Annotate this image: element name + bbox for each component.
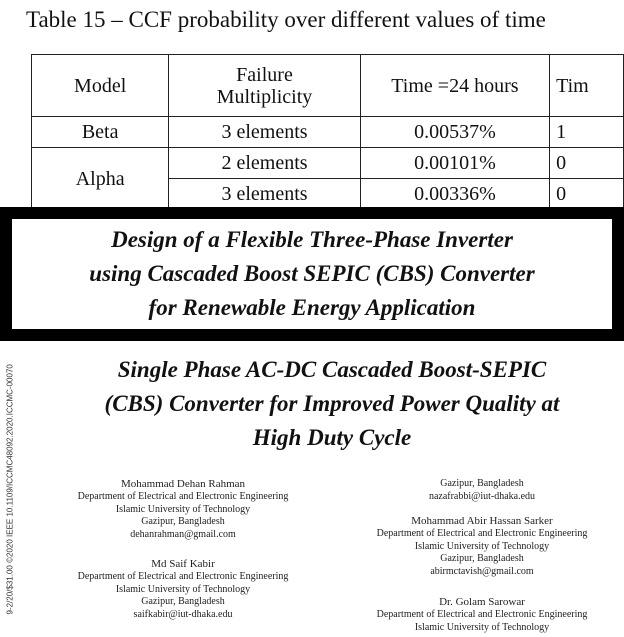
author-block: Md Saif Kabir Department of Electrical a… — [58, 558, 308, 622]
cell-model: Beta — [30, 116, 170, 148]
author-name: Dr. Golam Sarowar — [439, 596, 525, 608]
header-time-24: Time =24 hours — [359, 54, 551, 117]
author-city: Gazipur, Bangladesh — [440, 553, 524, 565]
cell-time-next: 0 — [549, 178, 624, 210]
banner-title: Design of a Flexible Three-Phase Inverte… — [12, 219, 612, 329]
author-name: Mohammad Abir Hassan Sarker — [411, 515, 553, 527]
author-block: Mohammad Abir Hassan Sarker Department o… — [357, 515, 607, 579]
cell-time-next: 0 — [549, 147, 624, 179]
table-row: Beta 3 elements 0.00537% 1 — [30, 116, 624, 148]
paper-title-line: High Duty Cycle — [252, 425, 412, 450]
cell-time-24: 0.00336% — [359, 178, 551, 210]
banner-title-line: using Cascaded Boost SEPIC (CBS) Convert… — [89, 261, 535, 286]
header-time-next: Tim — [549, 54, 624, 117]
author-dept: Department of Electrical and Electronic … — [376, 527, 588, 539]
author-university: Islamic University of Technology — [414, 540, 550, 552]
banner-title-line: Design of a Flexible Three-Phase Inverte… — [111, 227, 513, 252]
author-email: dehanrahman@gmail.com — [130, 529, 236, 541]
table-caption: Table 15 – CCF probability over differen… — [26, 7, 546, 32]
author-dept: Department of Electrical and Electronic … — [376, 608, 588, 620]
header-failure-multiplicity: Failure Multiplicity — [168, 54, 361, 117]
author-name: Mohammad Dehan Rahman — [120, 478, 246, 490]
cell-multiplicity: 2 elements — [168, 147, 361, 179]
overlay-title-banner: Design of a Flexible Three-Phase Inverte… — [0, 207, 624, 341]
table-header-row: Model Failure Multiplicity Time =24 hour… — [30, 54, 624, 117]
cell-time-24: 0.00537% — [359, 116, 551, 148]
author-city: Gazipur, Bangladesh — [141, 516, 225, 528]
author-block: Mohammad Dehan Rahman Department of Elec… — [58, 478, 308, 542]
header-model: Model — [30, 54, 170, 117]
banner-title-line: for Renewable Energy Application — [148, 295, 476, 320]
table-row: 3 elements 0.00336% 0 — [32, 178, 624, 210]
author-email: saifkabir@iut-dhaka.edu — [133, 609, 233, 621]
author-email: abirmctavish@gmail.com — [430, 566, 534, 578]
cell-multiplicity: 3 elements — [168, 116, 361, 148]
author-city: Gazipur, Bangladesh — [440, 478, 524, 489]
author-email: nazafrabbi@iut-dhaka.edu — [428, 490, 536, 502]
table-row: Alpha 2 elements 0.00101% 0 — [30, 147, 624, 210]
author-city: Gazipur, Bangladesh — [141, 596, 225, 608]
cell-time-next: 1 — [549, 116, 624, 148]
author-block-partial: Gazipur, Bangladesh nazafrabbi@iut-dhaka… — [357, 478, 607, 504]
paper-title: Single Phase AC-DC Cascaded Boost-SEPIC … — [40, 353, 624, 455]
author-university: Islamic University of Technology — [414, 621, 550, 633]
cell-time-24: 0.00101% — [359, 147, 551, 179]
ccf-probability-table: Model Failure Multiplicity Time =24 hour… — [30, 54, 624, 210]
author-dept: Department of Electrical and Electronic … — [77, 490, 289, 502]
author-university: Islamic University of Technology — [115, 503, 251, 515]
side-identifier: 9-2/20/$31.00 ©2020 IEEE 10.1109/ICCMC48… — [5, 364, 15, 615]
author-block: Dr. Golam Sarowar Department of Electric… — [357, 596, 607, 634]
cell-model: Alpha — [30, 147, 170, 210]
paper-title-line: (CBS) Converter for Improved Power Quali… — [104, 391, 560, 416]
author-dept: Department of Electrical and Electronic … — [77, 570, 289, 582]
paper-title-line: Single Phase AC-DC Cascaded Boost-SEPIC — [117, 357, 547, 382]
cell-multiplicity: 3 elements — [168, 178, 361, 210]
author-university: Islamic University of Technology — [115, 583, 251, 595]
author-name: Md Saif Kabir — [151, 558, 215, 570]
header-failure-line1: Failure — [236, 63, 293, 86]
header-failure-line2: Multiplicity — [216, 85, 313, 108]
